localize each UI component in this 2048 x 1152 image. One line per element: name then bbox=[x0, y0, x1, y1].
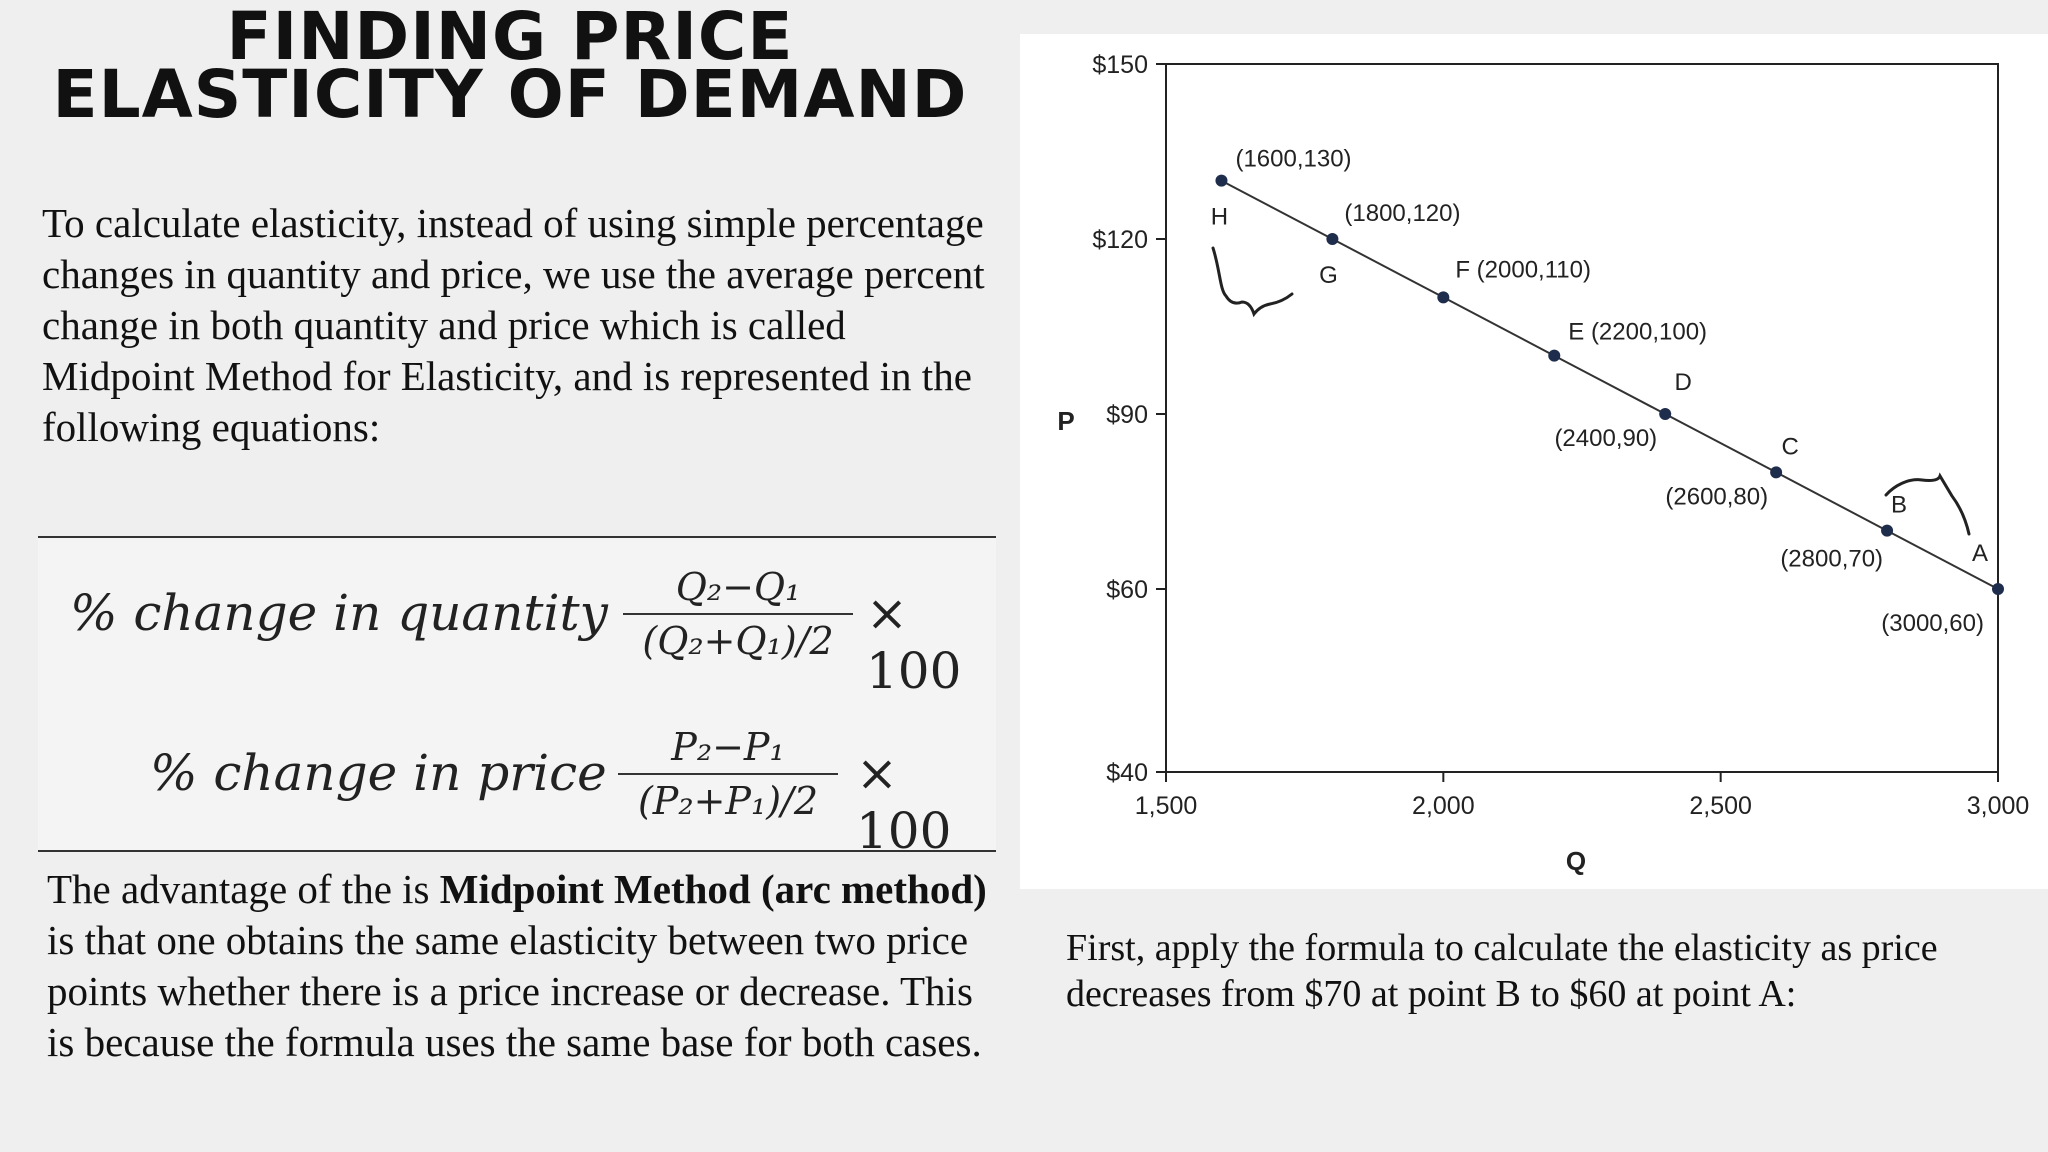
point-h-coord-label: (1600,130) bbox=[1235, 146, 1351, 173]
formula-price-numerator: P₂−P₁ bbox=[671, 725, 785, 769]
fraction-bar bbox=[618, 773, 838, 775]
title-line-1: FINDING PRICE bbox=[226, 0, 794, 75]
point-a-coord-label: (3000,60) bbox=[1881, 610, 1984, 637]
title-line-2: ELASTICITY OF DEMAND bbox=[52, 56, 968, 133]
demand-chart-svg: Q P $150 $120 $90 $60 $40 1,500 2,000 2,500 3,00… bbox=[1057, 51, 2030, 876]
point-d-marker bbox=[1659, 408, 1672, 420]
formula-quantity-multiplier: × 100 bbox=[866, 584, 962, 700]
point-g-marker bbox=[1326, 233, 1339, 245]
x-tick-label: 3,000 bbox=[1967, 792, 2030, 820]
point-e-marker bbox=[1548, 349, 1561, 362]
y-axis-label: P bbox=[1057, 406, 1074, 436]
formula-price: % change in price P₂−P₁ (P₂+P₁)/2 × 100 bbox=[38, 718, 996, 860]
point-h-letter: H bbox=[1211, 204, 1228, 231]
y-tick-label: $40 bbox=[1106, 759, 1148, 787]
point-a-letter: A bbox=[1972, 540, 1988, 567]
demand-curve-line bbox=[1221, 179, 1999, 590]
formula-price-label: % change in price bbox=[150, 744, 607, 802]
y-tick-label: $60 bbox=[1106, 576, 1148, 604]
point-g-letter: G bbox=[1319, 262, 1338, 289]
brace-h-g bbox=[1211, 246, 1294, 318]
formula-price-fraction: P₂−P₁ (P₂+P₁)/2 bbox=[618, 724, 838, 824]
formula-quantity-numerator: Q₂−Q₁ bbox=[675, 565, 801, 609]
point-a-marker bbox=[1992, 583, 2004, 595]
caption-paragraph: First, apply the formula to calculate th… bbox=[1066, 927, 1938, 1015]
point-d-coord-label: (2400,90) bbox=[1554, 425, 1657, 452]
point-e-coord-label: E (2200,100) bbox=[1568, 319, 1707, 346]
point-g-coord-label: (1800,120) bbox=[1344, 200, 1460, 227]
formula-box: % change in quantity Q₂−Q₁ (Q₂+Q₁)/2 × 1… bbox=[38, 536, 996, 860]
point-c-coord-label: (2600,80) bbox=[1665, 483, 1768, 510]
point-d-letter: D bbox=[1675, 369, 1692, 396]
point-c-letter: C bbox=[1781, 433, 1798, 460]
fraction-bar bbox=[623, 613, 853, 615]
formula-price-multiplier: × 100 bbox=[856, 744, 952, 860]
x-axis-label: Q bbox=[1566, 846, 1586, 876]
formula-quantity-denominator: (Q₂+Q₁)/2 bbox=[642, 619, 834, 663]
y-tick-label: $90 bbox=[1106, 401, 1148, 429]
formula-price-denominator: (P₂+P₁)/2 bbox=[637, 779, 819, 823]
point-c-marker bbox=[1770, 466, 1783, 479]
advantage-bold: Midpoint Method (arc method) bbox=[439, 866, 987, 912]
intro-paragraph: To calculate elasticity, instead of usin… bbox=[42, 200, 985, 450]
formula-quantity-fraction: Q₂−Q₁ (Q₂+Q₁)/2 bbox=[623, 564, 853, 664]
plot-frame bbox=[1165, 63, 1999, 773]
advantage-paragraph: The advantage of the is Midpoint Method … bbox=[47, 864, 1007, 1068]
point-b-letter: B bbox=[1891, 492, 1907, 519]
demand-chart: Q P $150 $120 $90 $60 $40 1,500 2,000 2,500 3,00… bbox=[1020, 34, 2048, 889]
x-tick-label: 1,500 bbox=[1135, 792, 1198, 820]
advantage-prefix: The advantage of the is bbox=[47, 866, 440, 912]
point-f-coord-label: F (2000,110) bbox=[1455, 256, 1591, 283]
advantage-suffix: is that one obtains the same elasticity … bbox=[47, 917, 982, 1065]
y-tick-label: $150 bbox=[1092, 51, 1148, 79]
formula-quantity: % change in quantity Q₂−Q₁ (Q₂+Q₁)/2 × 1… bbox=[38, 558, 996, 700]
x-tick-label: 2,500 bbox=[1689, 792, 1752, 820]
x-tick-label: 2,000 bbox=[1412, 792, 1475, 820]
point-b-marker bbox=[1881, 524, 1894, 537]
point-h-marker bbox=[1215, 174, 1228, 187]
y-tick-label: $120 bbox=[1092, 226, 1148, 254]
page-title: FINDING PRICE ELASTICITY OF DEMAND bbox=[0, 0, 1020, 133]
point-f-marker bbox=[1437, 291, 1450, 304]
point-b-coord-label: (2800,70) bbox=[1780, 546, 1883, 573]
formula-quantity-label: % change in quantity bbox=[70, 584, 608, 642]
brace-b-a bbox=[1884, 472, 1971, 536]
